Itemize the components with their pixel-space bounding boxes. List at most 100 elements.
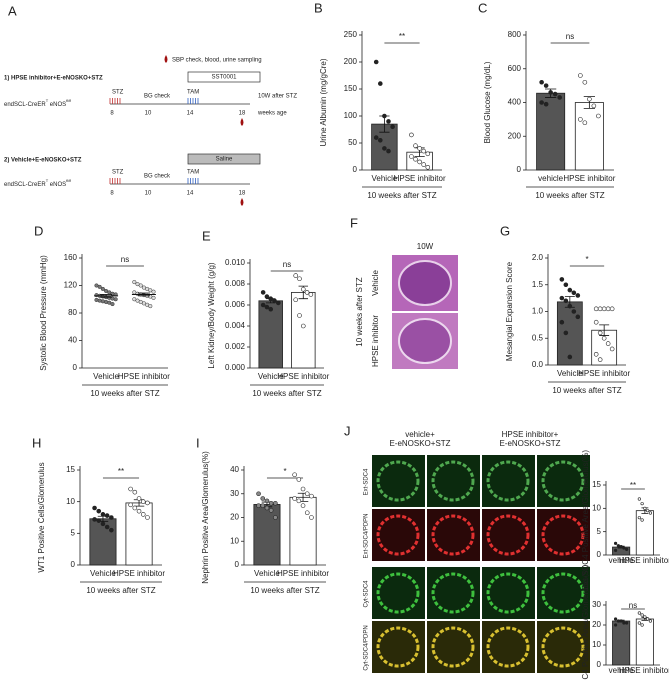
data-point (625, 621, 629, 625)
data-point (643, 615, 647, 619)
sig-label: * (283, 467, 286, 476)
fluorescence-image (482, 455, 535, 507)
chart: E Left Kidney/Body Weight (g/g) 0.000 0.002… (202, 228, 330, 398)
data-point (145, 515, 150, 520)
week: 14 (187, 111, 194, 117)
tam-label: TAM (187, 90, 199, 96)
x-axis-label: 10 weeks after STZ (86, 586, 155, 595)
glomerulus (541, 572, 585, 614)
chart: C Blood Glucose (mg/dL) 0 200 400 600 800 vehic… (478, 0, 616, 200)
sig-label: ** (118, 467, 124, 476)
data-point (409, 154, 414, 159)
y-tick-label: 160 (64, 253, 78, 262)
group-title: 2) Vehicle+E-eNOSKO+STZ (4, 158, 82, 164)
data-point (260, 503, 266, 508)
data-point (640, 613, 644, 617)
data-point (260, 302, 266, 308)
end-label: 10W after STZ (258, 94, 297, 100)
y-tick-label: 5 (597, 527, 602, 536)
data-point (264, 505, 270, 511)
glomerulus (431, 626, 475, 668)
glomerulus (398, 260, 452, 306)
data-point (637, 497, 641, 501)
mouse-label: endSCL-CreERT eNOSfl/fl (4, 178, 71, 188)
x-tick-label: HPSE inhibitor (277, 569, 329, 578)
data-point (622, 621, 626, 625)
data-point (292, 496, 297, 501)
drop-icon (164, 55, 168, 63)
error-bar (599, 324, 610, 336)
data-point (552, 91, 558, 97)
y-axis-label: Ext-SDC4 Positive Area/Glomerulus(%) (581, 450, 590, 590)
data-point (609, 346, 615, 352)
glomerulus (486, 572, 530, 614)
x-tick-label: HPSE inhibitor (619, 556, 669, 565)
y-tick-label: 0 (597, 550, 602, 559)
data-point (413, 156, 418, 162)
bar (574, 102, 604, 171)
glomerulus (541, 626, 585, 668)
data-point (293, 273, 299, 278)
data-point (113, 297, 118, 302)
data-point (587, 96, 592, 102)
glomerulus (486, 514, 530, 556)
glomerulus (486, 626, 530, 668)
y-tick-label: 200 (344, 57, 358, 66)
data-point (268, 500, 274, 506)
x-tick-label: HPSE inhibitor (563, 174, 615, 183)
chart: G Mesangial Expansion Score 0.0 0.5 1.0 1.5 2.… (500, 223, 631, 395)
y-tick-label: 0.002 (225, 342, 246, 351)
y-tick-label: 1.5 (532, 280, 544, 289)
fluorescence-image (372, 509, 425, 561)
sig-label: ns (566, 32, 574, 41)
data-point (264, 304, 270, 310)
data-point (256, 503, 261, 508)
y-tick-label: 15 (592, 480, 601, 489)
data-point (571, 290, 577, 296)
data-point (264, 498, 270, 504)
fluorescence-image (482, 621, 535, 673)
y-tick-label: 0 (73, 363, 78, 372)
data-point (578, 117, 583, 122)
data-point (646, 509, 650, 513)
column-label: vehicle+ (405, 430, 435, 439)
mouse-sup: fl/fl (66, 98, 71, 103)
x-tick-label: HPSE inhibitor (578, 369, 630, 378)
data-point (591, 103, 597, 109)
sig-label: ns (121, 255, 129, 264)
glomerulus (376, 514, 420, 556)
y-axis-label: Blood Glucose (mg/dL) (483, 61, 492, 143)
row-label: Cyt-SDC4/PDPN (364, 625, 370, 670)
data-point (643, 506, 647, 510)
data-point (132, 280, 137, 285)
drop-icon (240, 118, 244, 126)
glomerulus (431, 514, 475, 556)
data-point (601, 306, 607, 312)
data-point (582, 120, 588, 126)
data-point (559, 277, 565, 282)
data-point (304, 510, 310, 516)
panel-j: J vehicle+ E-eNOSKO+STZ HPSE inhibitor+ … (344, 423, 590, 673)
x-tick-label: Vehicle (90, 569, 116, 578)
week: 18 (239, 191, 246, 197)
panel-letter: F (350, 215, 358, 230)
y-tick-label: 0 (517, 165, 522, 174)
data-point (597, 306, 603, 312)
fluorescence-image (427, 621, 480, 673)
tam-label: TAM (187, 170, 199, 176)
fluorescence-image (427, 455, 480, 507)
fluorescence-image (372, 621, 425, 673)
chart: Cyt-SDC4 Positive Area/Glomerulus(%) 0 10 2… (581, 564, 669, 680)
data-point (300, 286, 306, 292)
data-point (593, 306, 599, 312)
row-label: Vehicle (371, 270, 380, 296)
bar (289, 496, 317, 566)
fluorescence-image (482, 567, 535, 619)
data-point (539, 100, 544, 105)
x-axis-label: 10 weeks after STZ (367, 191, 436, 200)
data-point (567, 354, 573, 360)
data-point (273, 500, 278, 506)
data-point (128, 502, 133, 508)
data-point (417, 159, 422, 165)
y-tick-label: 40 (68, 336, 77, 345)
